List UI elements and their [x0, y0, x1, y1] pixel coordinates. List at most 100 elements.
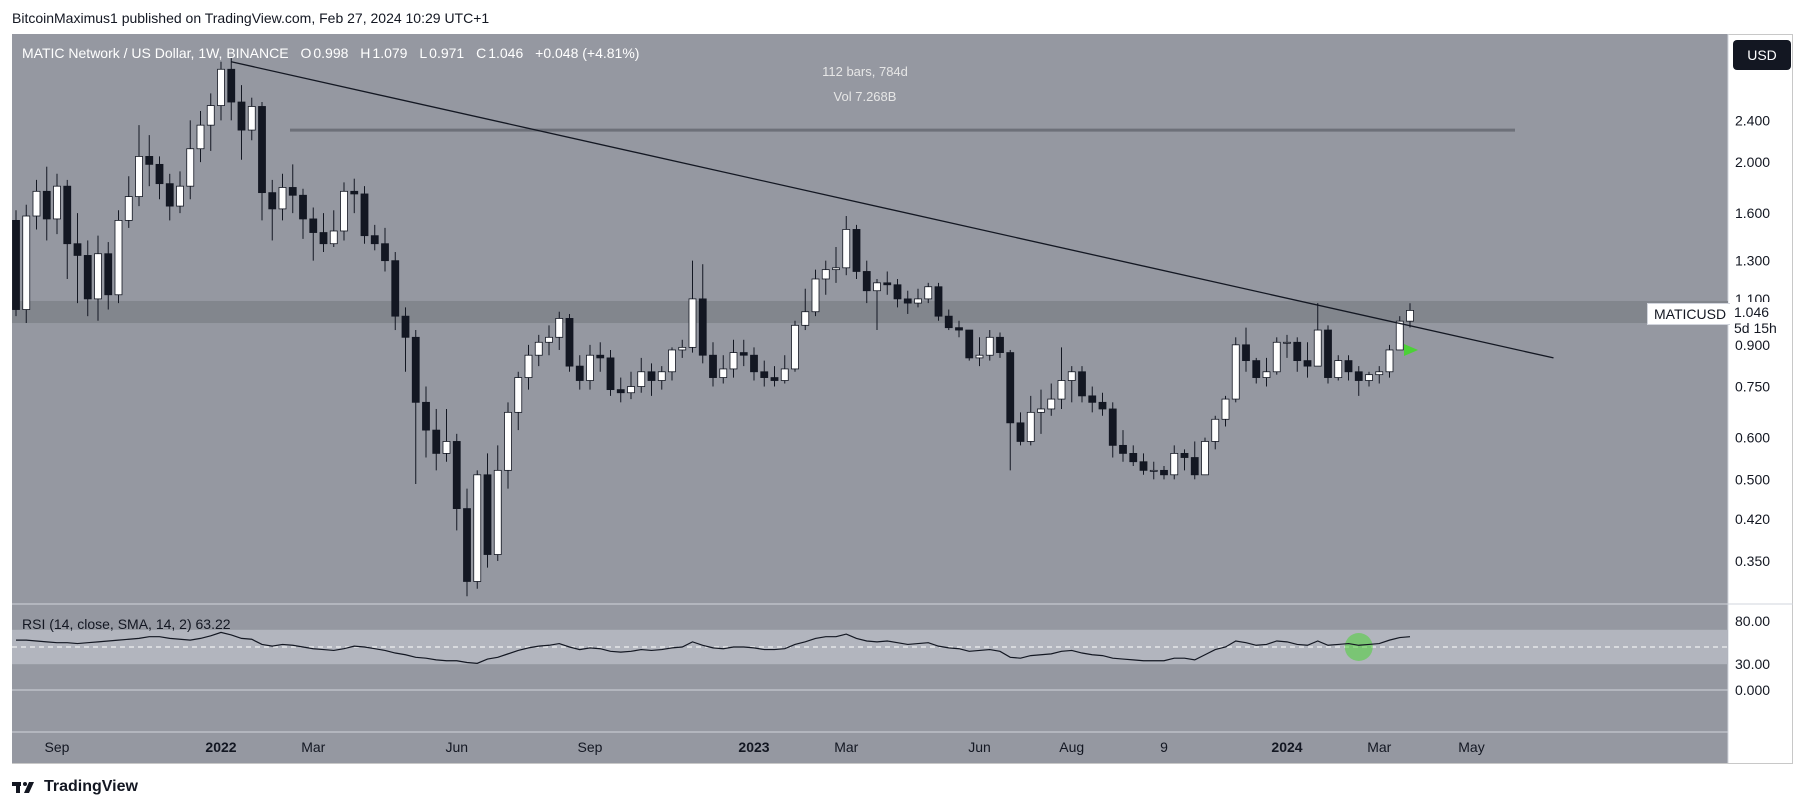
candle: [329, 210, 338, 247]
candle: [473, 470, 482, 589]
price-axis-tick: 1.300: [1735, 253, 1770, 269]
candle: [1262, 357, 1271, 387]
candle: [668, 347, 676, 381]
bear-candle-body: [370, 235, 379, 245]
candle: [1078, 366, 1086, 403]
bear-candle-body: [616, 389, 625, 394]
price-axis-tick: 0.750: [1735, 379, 1770, 395]
candle: [442, 408, 451, 462]
candle: [1180, 449, 1189, 471]
bull-candle-body: [555, 318, 564, 338]
bear-candle-body: [944, 315, 953, 329]
candle: [862, 260, 871, 304]
candle: [135, 125, 143, 207]
bear-candle-body: [883, 282, 892, 286]
bull-candle-body: [791, 324, 799, 370]
time-axis-label: Mar: [1367, 739, 1391, 755]
candle: [299, 188, 307, 239]
bull-candle-body: [504, 411, 512, 471]
bull-candle-body: [678, 346, 687, 351]
legend-symbol: MATIC Network / US Dollar, 1W, BINANCE: [22, 45, 289, 61]
bear-candle-body: [750, 354, 758, 373]
candle: [53, 173, 61, 235]
bear-candle-body: [381, 243, 389, 262]
bull-candle-body: [114, 220, 123, 296]
candle: [350, 178, 359, 214]
candle: [196, 111, 205, 163]
bull-candle-body: [1037, 408, 1045, 413]
bull-candle-body: [340, 190, 348, 232]
time-axis-label: Aug: [1059, 739, 1084, 755]
candle: [1201, 437, 1209, 476]
candle: [914, 288, 922, 308]
candle: [811, 269, 820, 317]
candle: [124, 176, 133, 228]
candle: [22, 204, 31, 324]
bear-candle-body: [63, 185, 72, 245]
bull-candle-body: [217, 68, 225, 106]
candle: [770, 366, 779, 387]
price-axis-tick: 0.350: [1735, 553, 1770, 569]
price-axis-tick: 0.600: [1735, 430, 1770, 446]
last-price-tag: 1.046 5d 15h: [1730, 302, 1792, 338]
bear-candle-body: [1139, 461, 1148, 471]
bull-candle-body: [729, 352, 738, 370]
candle: [678, 339, 687, 358]
bull-candle-body: [1313, 329, 1322, 367]
rsi-line: [16, 631, 1411, 664]
bear-candle-body: [903, 298, 912, 304]
bull-candle-body: [801, 311, 810, 326]
bull-candle-body: [186, 148, 195, 187]
candle: [155, 156, 164, 200]
candle: [1231, 337, 1240, 403]
candle: [955, 320, 963, 338]
candle: [1016, 412, 1025, 446]
bear-candle-body: [955, 327, 963, 331]
candle: [1006, 349, 1015, 471]
bull-candle-body: [473, 474, 482, 582]
bull-candle-body: [1272, 341, 1281, 373]
candle: [873, 278, 881, 331]
bull-candle-body: [278, 187, 287, 210]
candle: [924, 282, 933, 304]
candle: [493, 445, 502, 561]
bull-candle-body: [1026, 411, 1035, 442]
bear-candle-body: [155, 163, 164, 185]
bear-candle-body: [452, 441, 461, 509]
bull-candle-body: [1385, 349, 1394, 373]
candle: [934, 282, 943, 321]
bull-candle-body: [924, 286, 933, 300]
bear-candle-body: [996, 336, 1004, 353]
bull-candle-body: [534, 341, 543, 356]
bear-candle-body: [698, 298, 707, 356]
bull-candle-body: [975, 354, 984, 359]
candle: [545, 325, 553, 356]
bull-candle-body: [914, 298, 922, 304]
currency-button[interactable]: USD: [1733, 40, 1791, 70]
bull-candle-body: [1057, 380, 1066, 400]
candle: [452, 433, 461, 531]
candle: [1354, 366, 1363, 396]
bull-candle-body: [657, 371, 666, 381]
time-axis-label: 9: [1160, 739, 1168, 755]
candle: [1303, 342, 1312, 378]
price-axis-tick: 0.420: [1735, 511, 1770, 527]
candle: [206, 93, 215, 151]
candle: [340, 182, 348, 241]
bull-candle-body: [442, 441, 451, 454]
candle: [309, 207, 318, 261]
bull-candle-body: [688, 298, 697, 348]
bear-candle-body: [360, 193, 369, 237]
bear-candle-body: [1160, 469, 1168, 476]
candle: [1190, 441, 1199, 480]
candle: [104, 242, 113, 310]
measure-bars: 112 bars, 784d: [822, 64, 908, 79]
candle: [463, 488, 471, 597]
bear-candle-body: [739, 352, 748, 356]
bear-candle-body: [1108, 408, 1117, 446]
bear-candle-body: [350, 190, 359, 195]
time-axis-label: Mar: [834, 739, 858, 755]
bear-candle-body: [596, 354, 605, 359]
candle: [586, 344, 594, 390]
